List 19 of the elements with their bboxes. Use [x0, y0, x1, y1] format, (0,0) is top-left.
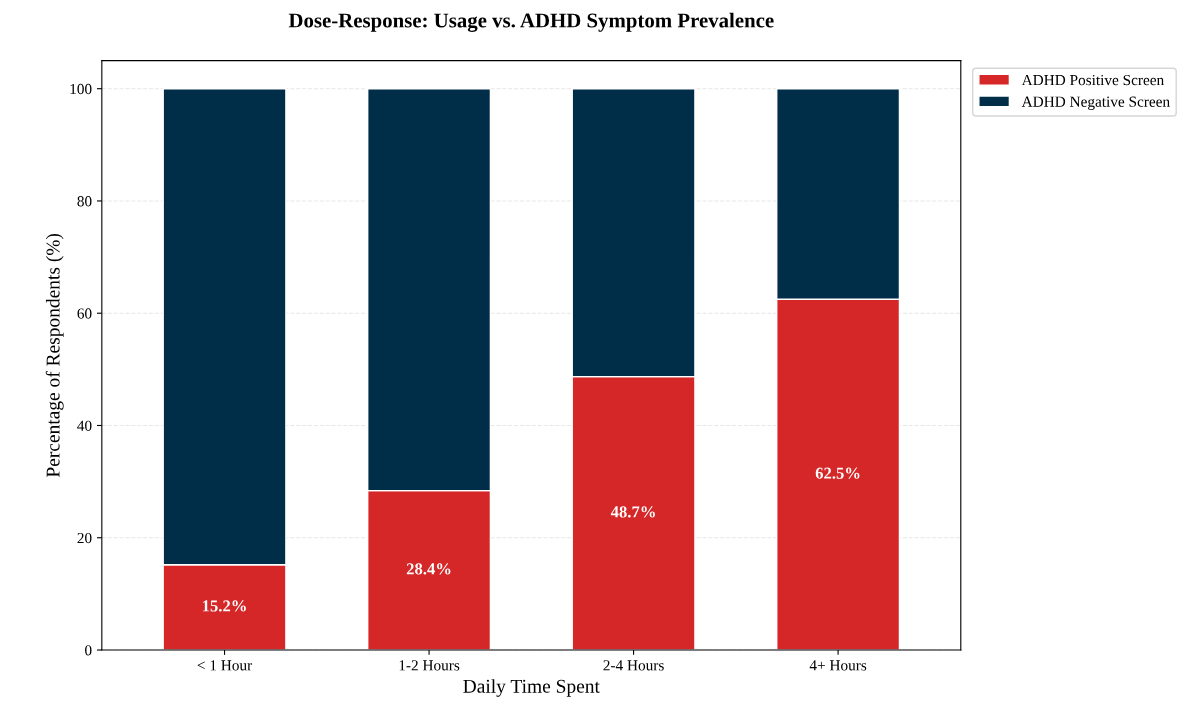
x-tick-label: < 1 Hour — [197, 660, 253, 671]
chart-title: Dose-Response: Usage vs. ADHD Symptom Prevalence — [288, 12, 774, 32]
legend-label: ADHD Positive Screen — [1021, 74, 1164, 86]
data-label: 62.5% — [815, 467, 860, 479]
data-label: 48.7% — [610, 506, 655, 518]
y-tick-label: 100 — [70, 83, 92, 95]
x-tick-label: 1-2 Hours — [399, 660, 460, 671]
x-tick-label: 4+ Hours — [809, 660, 867, 671]
legend-label: ADHD Negative Screen — [1021, 96, 1170, 110]
y-tick-label: 80 — [77, 196, 92, 207]
data-label: 28.4% — [406, 563, 451, 575]
x-tick-label: 2-4 Hours — [603, 660, 664, 671]
data-label: 15.2% — [202, 600, 246, 612]
y-tick-label: 40 — [77, 420, 92, 431]
y-tick-label: 60 — [77, 308, 92, 319]
y-tick-label: 20 — [77, 532, 92, 544]
y-tick-label: 0 — [85, 645, 92, 656]
y-axis-title: Percentage of Respondents (%) — [45, 233, 64, 478]
x-axis-title: Daily Time Spent — [463, 679, 600, 697]
